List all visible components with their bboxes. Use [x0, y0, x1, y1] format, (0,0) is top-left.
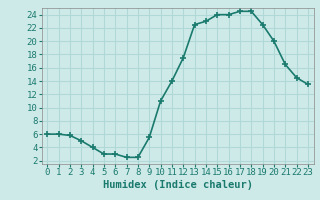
X-axis label: Humidex (Indice chaleur): Humidex (Indice chaleur) — [103, 180, 252, 190]
